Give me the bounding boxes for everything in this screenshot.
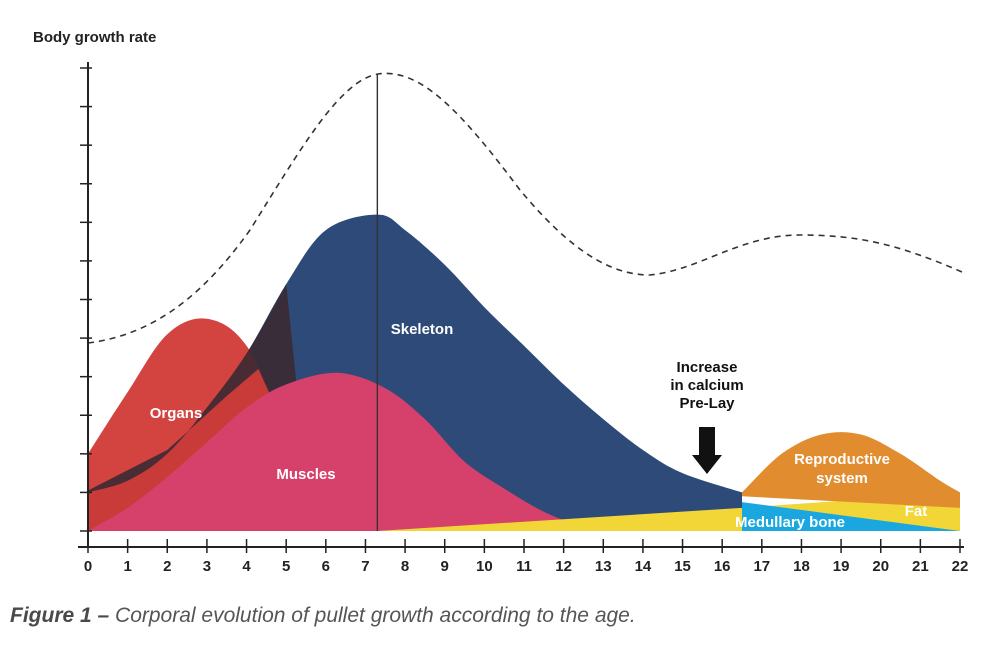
down-arrow-icon [692, 427, 722, 474]
x-tick-label: 0 [84, 558, 92, 575]
x-tick-label: 2 [163, 558, 171, 575]
label-muscles: Muscles [276, 466, 335, 483]
annotation-line-1: Increase [677, 359, 738, 376]
overlap-organs-skeleton [88, 284, 306, 493]
label-fat: Fat [905, 503, 928, 520]
x-tick-label: 14 [635, 558, 652, 575]
x-tick-label: 1 [123, 558, 131, 575]
axes: 0 1 2 3 4 5 6 7 8 9 10 11 12 13 14 15 16 17 18 19 20 21 22 [78, 62, 968, 575]
growth-chart: Body growth rate 0 1 2 3 4 5 6 7 8 9 10 11 12 13 14 15 1… [33, 29, 968, 575]
x-tick-label: 20 [872, 558, 889, 575]
annotation-line-3: Pre-Lay [679, 395, 735, 412]
x-tick-label: 12 [555, 558, 572, 575]
x-tick-label: 17 [753, 558, 770, 575]
x-tick-label: 10 [476, 558, 493, 575]
x-tick-label: 9 [441, 558, 449, 575]
caption-text: Corporal evolution of pullet growth acco… [109, 604, 636, 627]
x-tick-label: 21 [912, 558, 929, 575]
x-tick-label: 5 [282, 558, 290, 575]
figure-caption: Figure 1 – Corporal evolution of pullet … [10, 604, 636, 628]
area-labels: Organs Skeleton Muscles Medullary bone R… [150, 321, 928, 531]
y-axis-label: Body growth rate [33, 29, 156, 46]
x-tick-label: 15 [674, 558, 691, 575]
x-tick-label: 8 [401, 558, 409, 575]
calcium-annotation: Increase in calcium Pre-Lay [670, 359, 744, 474]
x-tick-label: 13 [595, 558, 612, 575]
series-areas [88, 214, 960, 531]
label-organs: Organs [150, 405, 203, 422]
total-growth-curve [87, 72, 963, 344]
label-reproductive-1: Reproductive [794, 451, 890, 468]
caption-lead: Figure 1 – [10, 604, 110, 627]
label-reproductive-2: system [816, 470, 868, 487]
label-medullary-bone: Medullary bone [735, 514, 845, 531]
area-muscles [88, 372, 604, 531]
x-tick-label: 11 [516, 558, 532, 575]
x-tick-label: 3 [203, 558, 211, 575]
x-tick-label: 16 [714, 558, 731, 575]
area-medullary-bone [742, 502, 960, 531]
annotation-line-2: in calcium [670, 377, 743, 394]
x-tick-label: 4 [242, 558, 251, 575]
area-reproductive-system [742, 432, 960, 508]
label-skeleton: Skeleton [391, 321, 454, 338]
x-tick-label: 22 [952, 558, 969, 575]
x-tick-label: 19 [833, 558, 850, 575]
x-tick-label: 7 [361, 558, 369, 575]
x-tick-label: 18 [793, 558, 810, 575]
x-tick-label: 6 [322, 558, 330, 575]
